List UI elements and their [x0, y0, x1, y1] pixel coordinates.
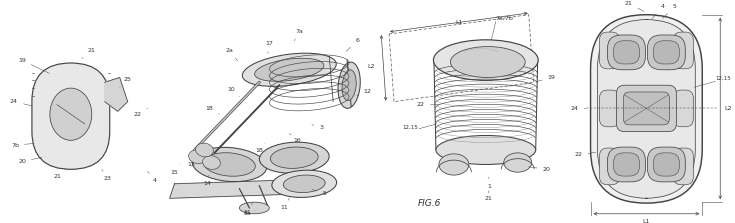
Ellipse shape	[283, 175, 325, 192]
FancyBboxPatch shape	[617, 85, 676, 132]
FancyBboxPatch shape	[600, 32, 620, 69]
Polygon shape	[105, 78, 128, 111]
Text: 17: 17	[265, 41, 273, 54]
Ellipse shape	[342, 70, 356, 101]
FancyBboxPatch shape	[600, 148, 620, 185]
Text: 25: 25	[120, 77, 132, 87]
Text: 5: 5	[662, 4, 676, 19]
Ellipse shape	[192, 147, 267, 182]
Text: 12,15: 12,15	[402, 125, 418, 130]
Text: 15: 15	[171, 165, 181, 175]
FancyBboxPatch shape	[598, 20, 695, 198]
Ellipse shape	[434, 40, 538, 81]
Ellipse shape	[196, 143, 213, 157]
Text: 12,15: 12,15	[715, 75, 731, 81]
Text: 12: 12	[356, 89, 371, 96]
Text: 13: 13	[187, 155, 196, 167]
Text: 18: 18	[206, 106, 220, 114]
FancyBboxPatch shape	[673, 90, 693, 127]
Text: 4: 4	[652, 4, 664, 19]
FancyBboxPatch shape	[653, 41, 679, 64]
Text: 24: 24	[570, 106, 586, 111]
FancyBboxPatch shape	[648, 147, 685, 182]
FancyBboxPatch shape	[608, 147, 645, 182]
Text: L1: L1	[455, 20, 462, 25]
Text: L2: L2	[724, 106, 732, 111]
Text: 3: 3	[312, 125, 323, 130]
FancyBboxPatch shape	[614, 41, 639, 64]
Ellipse shape	[243, 53, 337, 86]
Text: 20: 20	[528, 167, 551, 172]
Text: 24: 24	[10, 99, 32, 106]
Text: 19: 19	[18, 58, 49, 73]
Ellipse shape	[272, 170, 337, 197]
Text: 22: 22	[575, 152, 596, 157]
Ellipse shape	[189, 150, 207, 164]
FancyBboxPatch shape	[623, 92, 670, 125]
Text: 18: 18	[256, 143, 265, 153]
FancyBboxPatch shape	[614, 153, 639, 176]
Ellipse shape	[203, 156, 220, 169]
Text: 21: 21	[485, 191, 492, 201]
Ellipse shape	[436, 136, 536, 165]
Ellipse shape	[204, 153, 255, 176]
Text: 7a: 7a	[294, 29, 304, 41]
Text: 21: 21	[54, 168, 66, 179]
Ellipse shape	[255, 58, 324, 81]
FancyBboxPatch shape	[653, 153, 679, 176]
Ellipse shape	[338, 62, 360, 108]
FancyBboxPatch shape	[32, 63, 110, 169]
FancyBboxPatch shape	[600, 90, 620, 127]
Ellipse shape	[451, 47, 526, 78]
Text: 1: 1	[487, 177, 491, 189]
Ellipse shape	[439, 154, 469, 175]
Text: FIG.6: FIG.6	[417, 199, 441, 208]
Text: 5: 5	[312, 190, 326, 196]
Text: 4: 4	[148, 171, 157, 183]
Text: 22: 22	[134, 108, 148, 117]
Text: 2a: 2a	[226, 48, 237, 61]
Text: 19: 19	[537, 75, 556, 82]
FancyBboxPatch shape	[590, 15, 702, 203]
Ellipse shape	[240, 202, 269, 214]
Text: 21: 21	[625, 1, 644, 11]
Text: 23: 23	[101, 169, 112, 182]
Text: 22: 22	[417, 102, 439, 107]
Text: 7a,7b: 7a,7b	[496, 16, 514, 21]
Text: 6: 6	[346, 38, 359, 52]
FancyBboxPatch shape	[648, 35, 685, 70]
Text: L1: L1	[642, 219, 650, 223]
Ellipse shape	[270, 147, 318, 168]
Text: 21: 21	[82, 48, 96, 58]
Text: 14: 14	[204, 175, 212, 186]
Text: 11: 11	[243, 203, 252, 215]
Ellipse shape	[259, 142, 329, 173]
Ellipse shape	[503, 153, 531, 172]
Text: 16: 16	[290, 134, 301, 143]
Text: 7b: 7b	[11, 143, 34, 148]
FancyBboxPatch shape	[608, 35, 645, 70]
FancyBboxPatch shape	[673, 148, 693, 185]
Polygon shape	[170, 179, 319, 198]
Ellipse shape	[50, 88, 92, 140]
FancyBboxPatch shape	[673, 32, 693, 69]
Text: L2: L2	[368, 64, 375, 69]
Text: 8a: 8a	[243, 211, 254, 216]
Text: 11: 11	[281, 198, 290, 211]
Text: 20: 20	[18, 157, 42, 164]
Text: 10: 10	[228, 87, 240, 97]
